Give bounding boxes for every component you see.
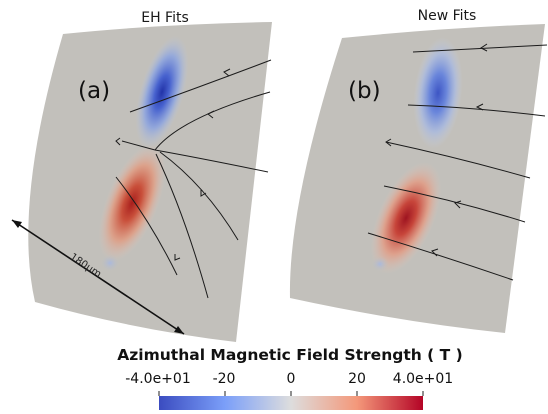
panel-b-field-arrow [480,43,488,52]
panel-a-field-line [159,151,239,241]
panel-b-positive-field-region [370,162,442,274]
panel-a-field-arrow [200,190,207,197]
panel-a-faint-region [100,254,120,272]
panel-b-plot: (b) [289,24,548,333]
panel-b-field-arrow [385,138,392,147]
panel-b-field-line [412,44,548,53]
colorbar-tick-label: 20 [348,371,366,387]
panel-a-field-arrow [115,137,121,146]
panel-b-field-line [383,185,526,223]
panel-a-field-arrow [174,254,181,261]
panel-a-field-lines [115,59,272,299]
colorbar-tick-label: -20 [213,371,236,387]
panel-a-field-line [154,91,271,151]
colorbar-ticks [158,391,424,396]
panel-a-field-line [115,176,178,276]
panel-b-field-line [385,141,531,179]
panel-a-positive-field-region [98,144,166,262]
panel-b-field-arrow [431,248,439,257]
panel-a-field-line [154,149,269,173]
panel-a-plot: (a) [28,22,273,342]
colorbar-tick-label: 0 [287,371,296,387]
panel-a-field-line [129,59,272,113]
panel-b-field-line [367,232,514,281]
panel-b-field-lines [367,43,548,281]
scale-bar-line [11,219,185,335]
panel-b-label: (b) [348,78,381,104]
panel-a-label: (a) [78,78,110,104]
colorbar-tick-label: -4.0e+01 [125,371,190,387]
panel-a-field-arrow [207,110,215,119]
colorbar-tick-label: 4.0e+01 [393,371,453,387]
panel-a-title: EH Fits [141,10,189,26]
colorbar-title: Azimuthal Magnetic Field Strength ( T ) [117,346,462,364]
scale-bar-arrowhead [174,326,184,334]
panel-a-field-line [121,140,156,151]
colorbar: Azimuthal Magnetic Field Strength ( T ) … [117,346,463,410]
panel-a-negative-field-region [135,35,189,149]
panel-b-field-arrow [475,103,484,111]
panel-b-field-line [407,104,546,117]
colorbar-gradient [159,396,423,410]
panel-b-field-arrow [454,200,462,209]
panel-b-faint-region [371,256,389,272]
panel-a-field-arrow [223,68,231,77]
panel-b-title: New Fits [418,8,477,24]
scale-bar-arrowhead [12,220,22,228]
panel-b-negative-field-region [413,37,463,149]
panel-a-field-line [155,153,209,299]
